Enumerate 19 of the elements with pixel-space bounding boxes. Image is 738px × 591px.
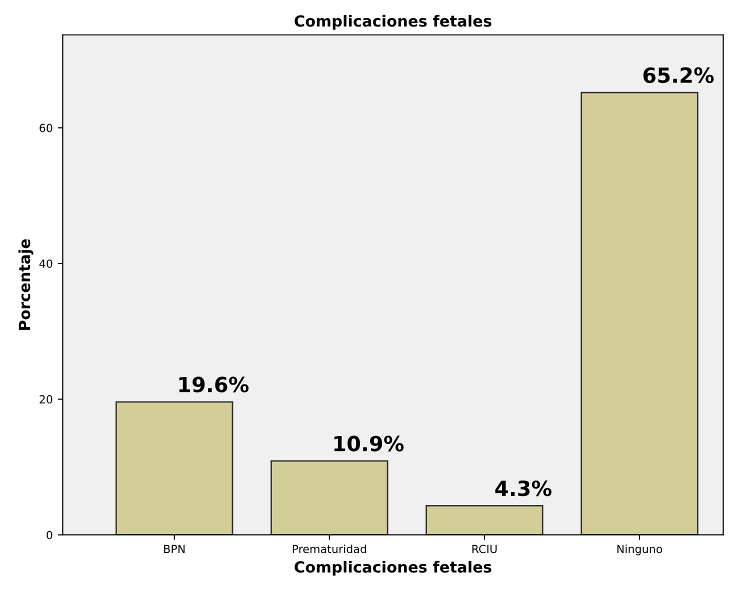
x-tick-label: Prematuridad xyxy=(292,544,366,554)
data-label: 19.6% xyxy=(179,376,249,392)
x-tick-label: BPN xyxy=(164,544,185,554)
y-tick-label: 60 xyxy=(40,124,52,132)
bar xyxy=(270,460,388,535)
chart-title: Complicaciones fetales xyxy=(294,14,492,30)
x-tick-label: RCIU xyxy=(472,544,497,554)
data-label: 10.9% xyxy=(334,436,404,452)
bar xyxy=(580,92,698,535)
y-tick-label: 20 xyxy=(40,395,52,404)
data-label: 65.2% xyxy=(643,67,714,84)
x-axis-title: Complicaciones fetales xyxy=(294,560,492,576)
y-axis-title: Porcentaje xyxy=(18,239,34,330)
data-label: 4.3% xyxy=(495,480,552,496)
y-tick-label: 0 xyxy=(46,530,52,540)
x-tick-label: Ninguno xyxy=(617,544,662,556)
y-tick-label: 40 xyxy=(39,259,52,268)
bar xyxy=(116,401,234,535)
bar xyxy=(426,504,544,535)
